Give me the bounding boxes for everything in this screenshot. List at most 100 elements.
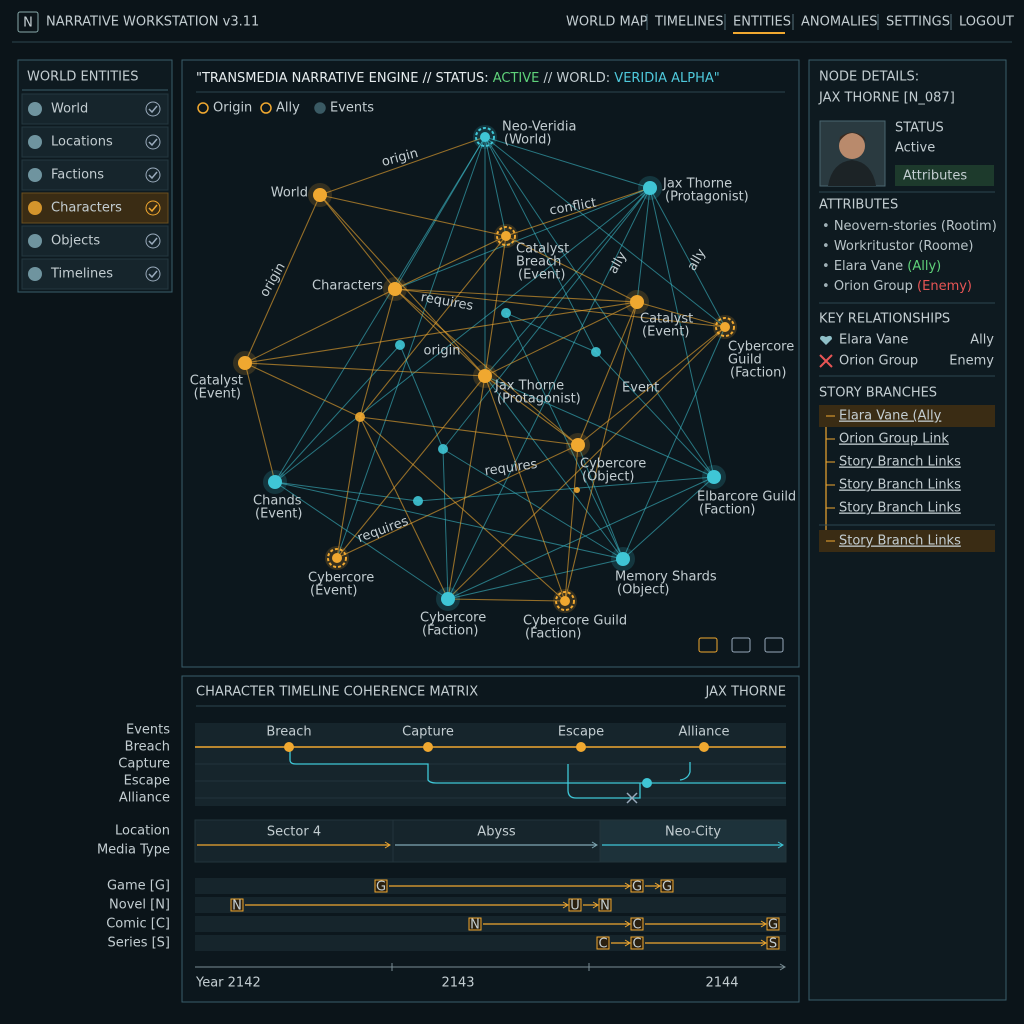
nav-item[interactable]: SETTINGS <box>886 15 950 30</box>
node-label[interactable]: Cybercore <box>728 340 794 355</box>
node-label[interactable]: World <box>271 186 308 201</box>
media-chip-label[interactable]: N <box>232 899 242 914</box>
node[interactable] <box>720 322 730 332</box>
node[interactable] <box>630 295 644 309</box>
node-label[interactable]: Characters <box>312 279 383 294</box>
attributes-button-label[interactable]: Attributes <box>903 169 967 184</box>
event-marker[interactable] <box>576 742 586 752</box>
media-chip-label[interactable]: N <box>470 918 480 933</box>
media-chip[interactable] <box>374 879 388 893</box>
node[interactable] <box>480 132 490 142</box>
attribute-name: Neovern-stories (Rootim) <box>834 219 997 234</box>
node[interactable] <box>238 356 252 370</box>
media-chip[interactable] <box>630 879 644 893</box>
node-label[interactable]: Event <box>622 381 659 396</box>
node-label[interactable]: Cybercore Guild <box>523 614 627 629</box>
media-chip[interactable] <box>468 917 482 931</box>
media-chip[interactable] <box>596 936 610 950</box>
node-label[interactable]: Jax Thorne <box>494 379 564 394</box>
sidebar-label[interactable]: Factions <box>51 168 104 183</box>
check-icon <box>145 200 161 216</box>
node[interactable] <box>616 552 630 566</box>
media-chip[interactable] <box>630 936 644 950</box>
node[interactable] <box>560 596 570 606</box>
row-label: Game [G] <box>107 879 170 894</box>
node-label[interactable]: Catalyst <box>516 242 569 257</box>
media-chip[interactable] <box>630 917 644 931</box>
node-label[interactable]: Catalyst <box>640 312 693 327</box>
node-label[interactable]: Catalyst <box>190 374 243 389</box>
node-label[interactable]: Guild <box>728 353 762 368</box>
node[interactable] <box>643 181 657 195</box>
edge <box>442 448 624 560</box>
media-chip-label[interactable]: U <box>570 899 580 914</box>
nav-item[interactable]: LOGOUT <box>959 15 1014 30</box>
node[interactable] <box>313 188 327 202</box>
event-marker[interactable] <box>699 742 709 752</box>
node[interactable] <box>478 369 492 383</box>
branch-link[interactable]: Orion Group Link <box>839 432 949 447</box>
edge <box>577 326 726 446</box>
branch-link[interactable]: Story Branch Links <box>839 501 961 516</box>
nav-item[interactable]: ANOMALIES <box>801 15 878 30</box>
node[interactable] <box>501 231 511 241</box>
node-label[interactable]: Cybercore <box>580 457 646 472</box>
nav-item[interactable]: ENTITIES <box>733 15 791 30</box>
sidebar-item[interactable] <box>21 192 169 224</box>
node[interactable] <box>332 553 342 563</box>
media-chip-label[interactable]: S <box>769 937 777 952</box>
toolbar-icon[interactable] <box>698 637 718 653</box>
node-label[interactable]: Cybercore <box>308 571 374 586</box>
media-chip[interactable] <box>766 917 780 931</box>
node[interactable] <box>571 438 585 452</box>
media-chip-label[interactable]: G <box>632 880 642 895</box>
event-marker[interactable] <box>423 742 433 752</box>
sidebar-item[interactable] <box>21 258 169 290</box>
branch-link[interactable]: Story Branch Links <box>839 534 961 549</box>
node-label[interactable]: Neo-Veridia <box>502 120 577 135</box>
node-label[interactable]: Chands <box>253 494 302 509</box>
sidebar-label[interactable]: World <box>51 102 88 117</box>
toolbar-icon[interactable] <box>764 637 784 653</box>
node[interactable] <box>268 475 282 489</box>
node-label[interactable]: Memory Shards <box>615 570 717 585</box>
nav-item[interactable]: TIMELINES <box>654 15 723 30</box>
edge <box>442 448 449 600</box>
node-label[interactable]: Elbarcore Guild <box>697 490 796 505</box>
node-label[interactable]: Breach <box>516 255 561 270</box>
node-label[interactable]: Jax Thorne <box>662 177 732 192</box>
location-label: Sector 4 <box>267 825 321 840</box>
branch-link[interactable]: Elara Vane (Ally <box>839 409 942 424</box>
sidebar-item[interactable] <box>21 93 169 125</box>
media-chip-label[interactable]: C <box>598 937 607 952</box>
sidebar-label[interactable]: Locations <box>51 135 113 150</box>
edge <box>484 136 726 328</box>
node-label[interactable]: Cybercore <box>420 611 486 626</box>
media-chip[interactable] <box>230 898 244 912</box>
media-chip-label[interactable]: C <box>632 918 641 933</box>
media-chip-label[interactable]: G <box>376 880 386 895</box>
sidebar-item[interactable] <box>21 126 169 158</box>
sidebar-item[interactable] <box>21 159 169 191</box>
media-chip[interactable] <box>598 898 612 912</box>
media-chip-label[interactable]: G <box>768 918 778 933</box>
node[interactable] <box>388 282 402 296</box>
sidebar-label[interactable]: Characters <box>51 201 122 216</box>
media-chip[interactable] <box>568 898 582 912</box>
sidebar-item[interactable] <box>21 225 169 257</box>
nav-item[interactable]: WORLD MAP <box>566 15 648 30</box>
sidebar-label[interactable]: Timelines <box>50 267 113 282</box>
node[interactable] <box>441 592 455 606</box>
attributes-button[interactable] <box>895 165 994 186</box>
sidebar-label[interactable]: Objects <box>51 234 100 249</box>
media-chip[interactable] <box>660 879 674 893</box>
media-chip-label[interactable]: C <box>632 937 641 952</box>
media-chip-label[interactable]: G <box>662 880 672 895</box>
event-marker[interactable] <box>284 742 294 752</box>
branch-link[interactable]: Story Branch Links <box>839 478 961 493</box>
branch-link[interactable]: Story Branch Links <box>839 455 961 470</box>
toolbar-icon[interactable] <box>731 637 751 653</box>
media-chip-label[interactable]: N <box>600 899 610 914</box>
media-chip[interactable] <box>766 936 780 950</box>
node[interactable] <box>707 470 721 484</box>
